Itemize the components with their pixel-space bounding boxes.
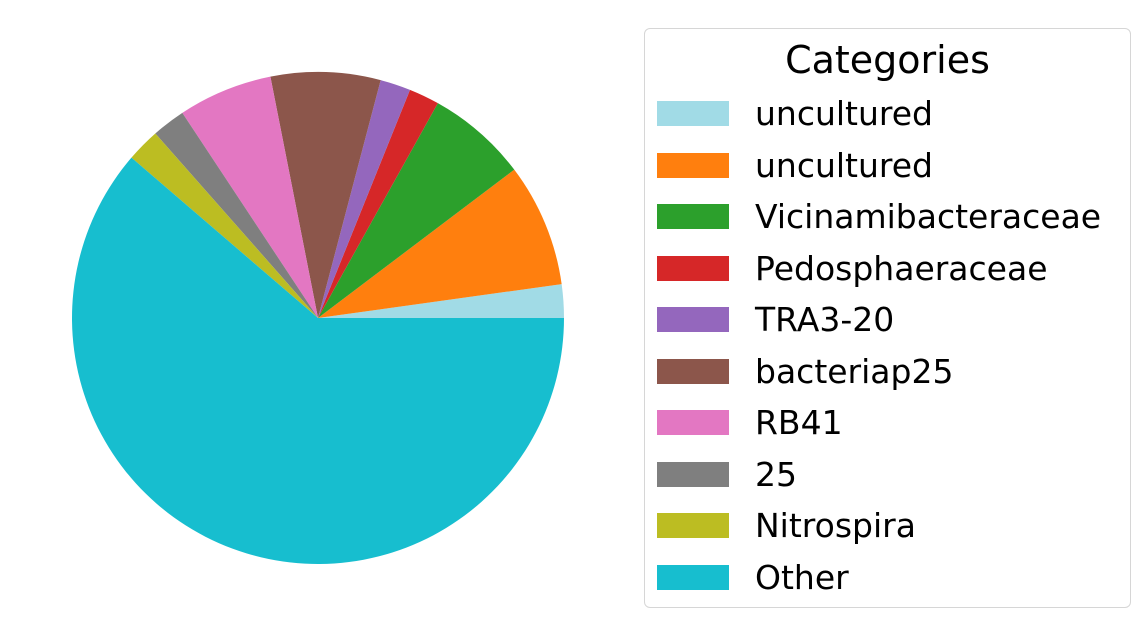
legend: Categories uncultured uncultured Vicinamib…: [644, 28, 1131, 608]
legend-swatch: [657, 461, 729, 487]
pie-slice-3-vicinamibacteraceae: [318, 103, 515, 318]
legend-swatch: [657, 358, 729, 384]
legend-label: uncultured: [755, 94, 934, 133]
pie-slice-8-25: [155, 112, 318, 318]
pie-slice-5-tra3-20: [318, 80, 410, 318]
legend-swatch: [657, 513, 729, 538]
legend-label: Other: [755, 557, 849, 597]
pie-slices: [72, 72, 565, 565]
legend-label: Nitrospira: [755, 506, 916, 545]
legend-label: RB41: [755, 403, 843, 442]
pie-slice-10-other: [72, 157, 565, 565]
legend-swatch: [657, 204, 729, 229]
legend-swatch: [657, 255, 729, 281]
legend-swatch: [657, 152, 729, 178]
legend-swatch: [657, 307, 729, 332]
pie-slice-2-uncultured: [318, 169, 562, 318]
legend-label: Vicinamibacteraceae: [755, 197, 1102, 236]
legend-label: 25: [755, 454, 797, 494]
pie-slice-4-pedosphaeraceae: [318, 89, 438, 319]
pie-slice-6-bacteriap25: [270, 72, 381, 319]
legend-label: TRA3-20: [755, 300, 895, 339]
legend-swatch: [657, 410, 729, 435]
legend-label: Pedosphaeraceae: [755, 248, 1048, 288]
legend-label: bacteriap25: [755, 351, 954, 391]
legend-swatch: [657, 101, 729, 126]
pie-slice-7-rb41: [182, 76, 318, 318]
legend-label: uncultured: [755, 145, 934, 185]
legend-swatch: [657, 564, 729, 590]
legend-title: Categories: [785, 38, 990, 82]
pie-slice-9-nitrospira: [131, 133, 318, 318]
pie-slice-1-uncultured: [318, 284, 564, 318]
